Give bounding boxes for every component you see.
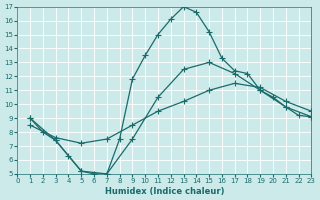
X-axis label: Humidex (Indice chaleur): Humidex (Indice chaleur) [105,187,224,196]
